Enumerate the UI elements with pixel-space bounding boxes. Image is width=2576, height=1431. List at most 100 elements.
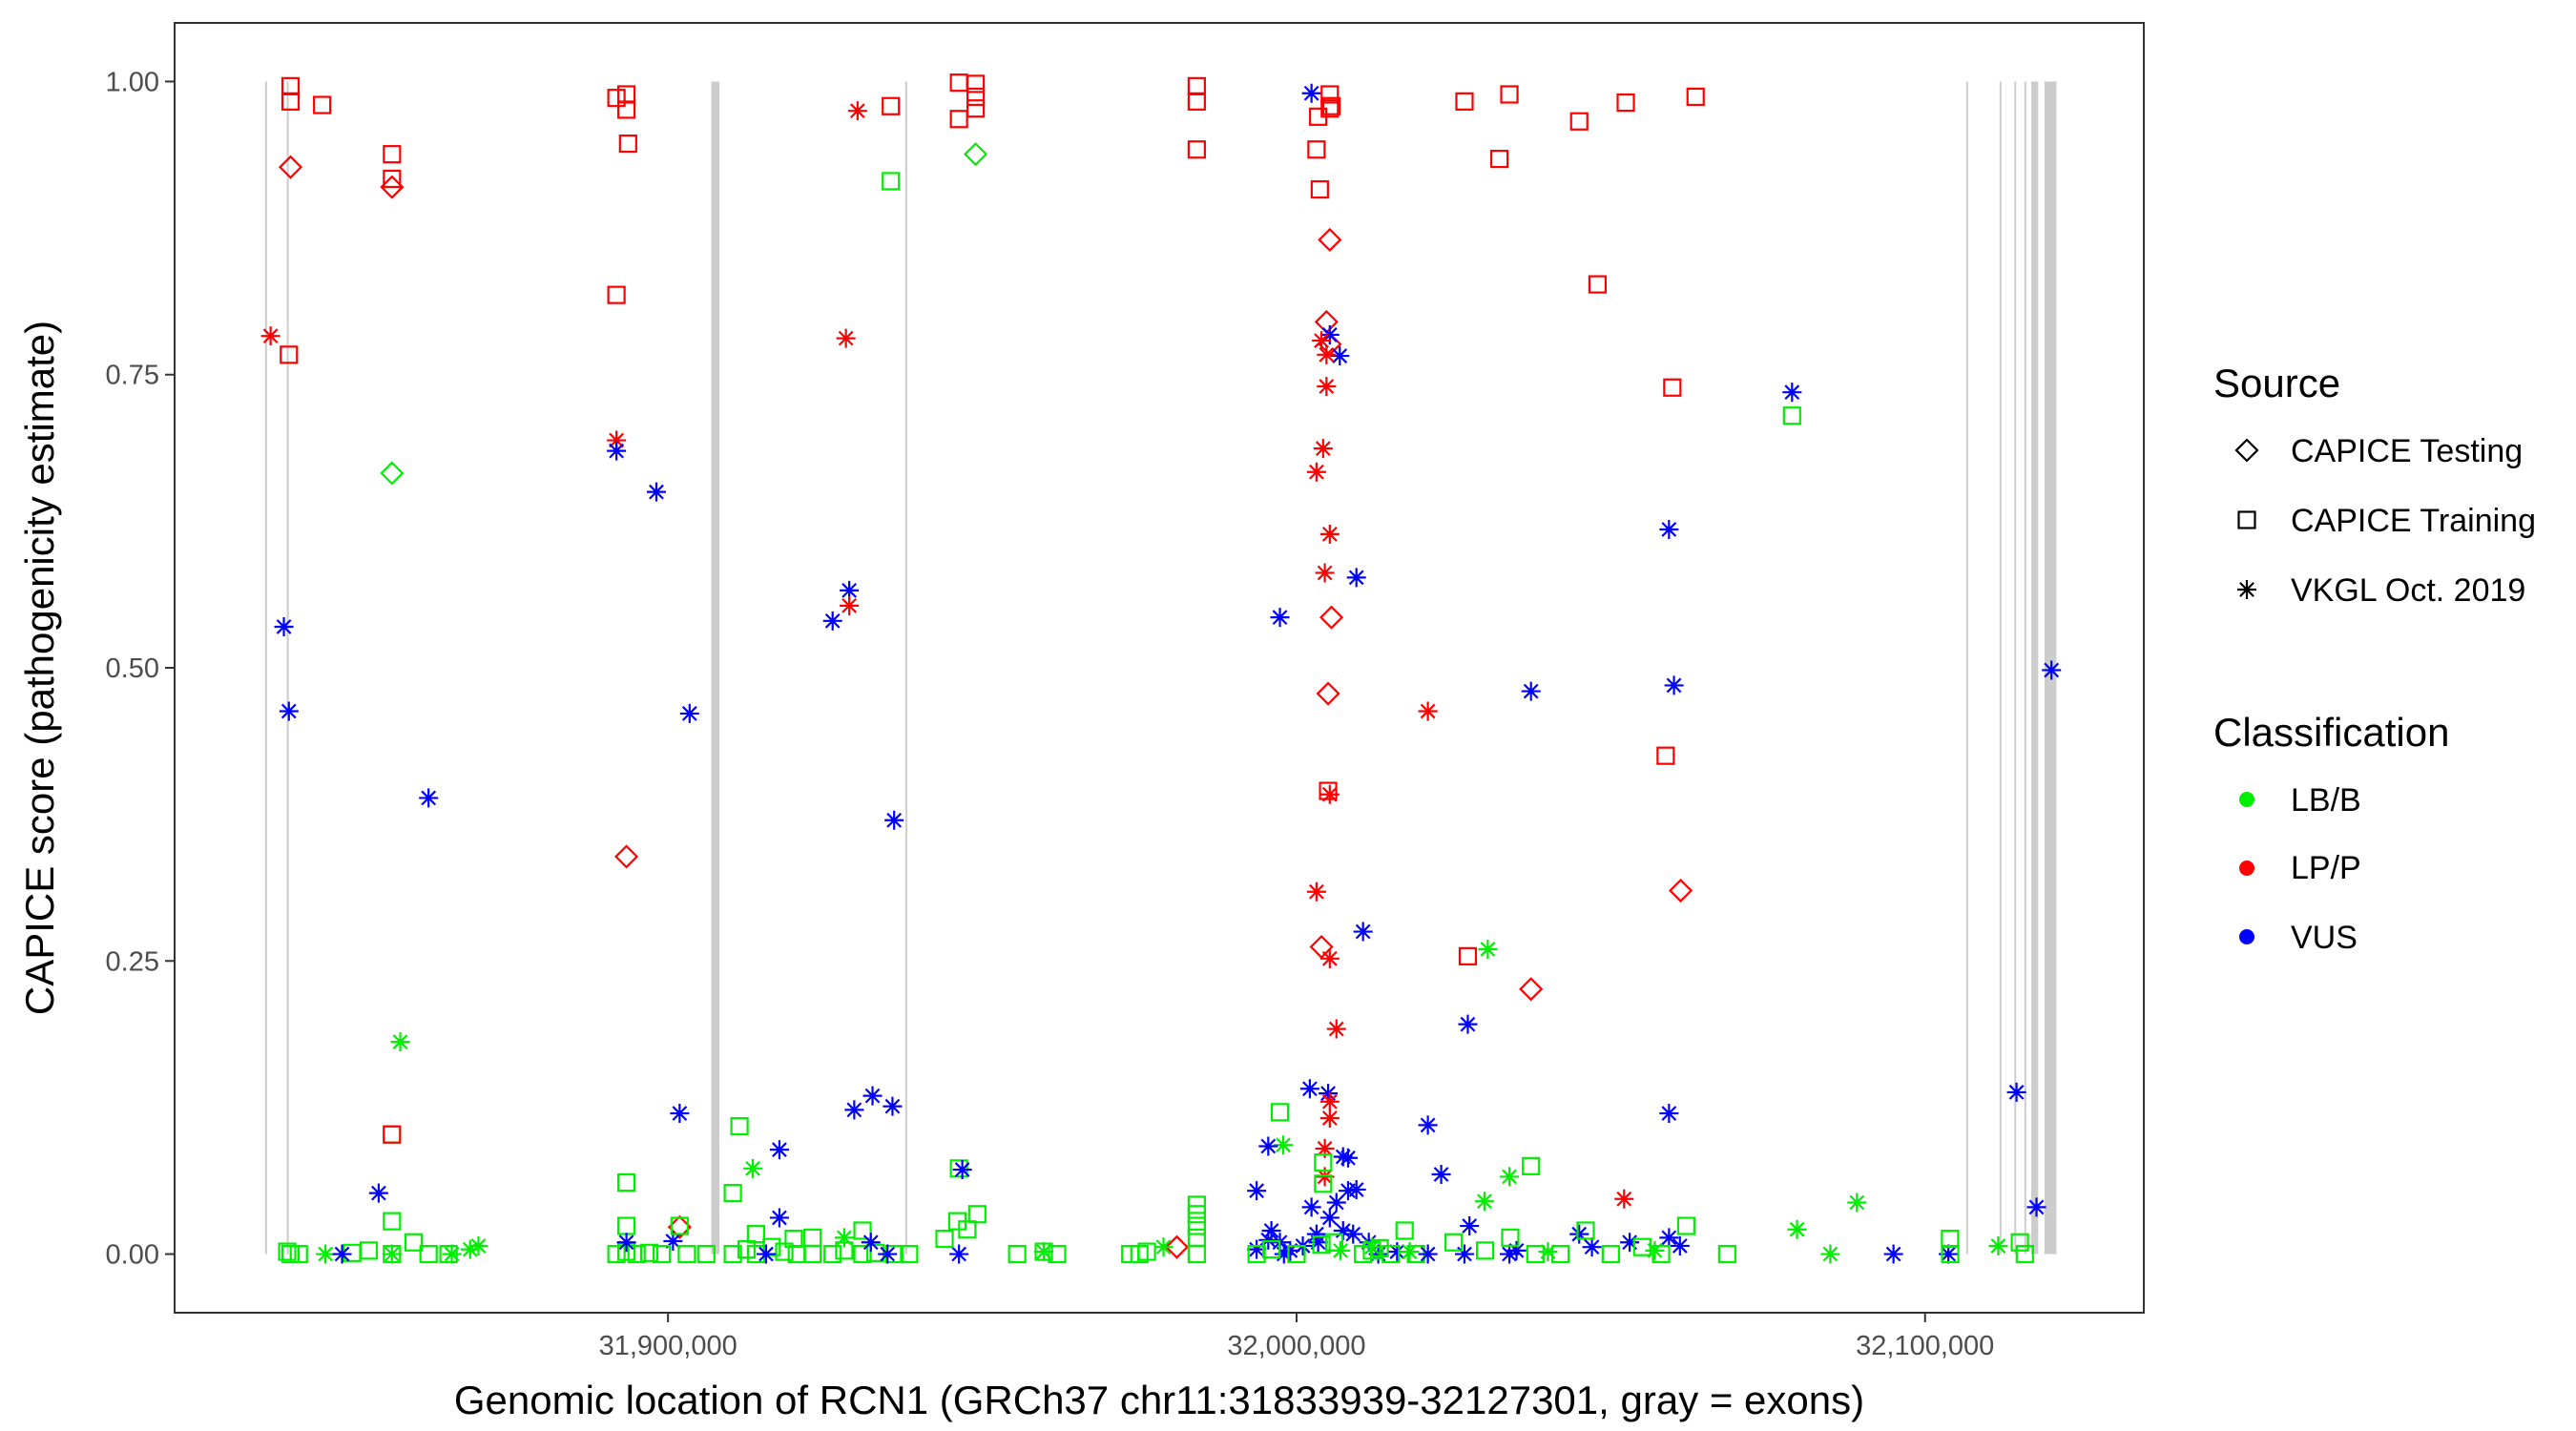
data-point-asterisk	[1258, 1136, 1278, 1156]
legend: Source CAPICE Testing CAPICE Training VK…	[2213, 361, 2536, 956]
data-point-asterisk	[1346, 568, 1366, 588]
data-point-square	[1941, 1244, 1960, 1264]
data-point-asterisk	[769, 1140, 789, 1160]
data-point-asterisk	[663, 1232, 683, 1252]
data-point-square	[784, 1229, 803, 1249]
data-point-square	[1522, 1156, 1541, 1175]
data-point-square	[1569, 112, 1589, 131]
legend-class-vus: VUS	[2291, 920, 2358, 956]
data-point-asterisk	[1319, 1108, 1340, 1128]
data-point-asterisk	[607, 441, 627, 461]
data-point-asterisk	[1319, 1084, 1339, 1104]
data-point-square	[1312, 1235, 1331, 1255]
data-point-square	[607, 285, 626, 304]
data-point-square	[1601, 1244, 1620, 1264]
data-point-square	[1663, 378, 1682, 397]
legend-class-lpp: LP/P	[2291, 850, 2361, 886]
data-point-square	[853, 1221, 872, 1240]
data-point-square	[1588, 275, 1608, 294]
exon-band	[904, 81, 907, 1255]
data-point-asterisk	[616, 1233, 636, 1253]
data-point-asterisk	[1326, 1019, 1346, 1039]
data-point-square	[1656, 746, 1675, 765]
data-point-asterisk	[1338, 1148, 1358, 1168]
data-point-asterisk	[1317, 377, 1337, 397]
data-point-square	[1307, 140, 1326, 159]
data-point-square	[853, 1244, 872, 1264]
data-point-asterisk	[1301, 83, 1321, 103]
data-point-asterisk	[1478, 939, 1498, 959]
data-point-square	[882, 172, 901, 191]
y-tick-label: 1.00	[106, 67, 159, 97]
data-point-asterisk	[274, 616, 294, 636]
data-point-asterisk	[1319, 948, 1340, 968]
legend-source-testing: CAPICE Testing	[2291, 433, 2523, 469]
data-point-square	[1320, 85, 1340, 104]
data-point-asterisk	[1939, 1244, 1959, 1264]
data-point-square	[1187, 1244, 1206, 1264]
data-point-asterisk	[1330, 346, 1350, 366]
data-point-asterisk	[1418, 1115, 1438, 1135]
legend-class-lbb: LB/B	[2291, 782, 2361, 819]
data-point-diamond	[380, 175, 405, 199]
data-point-asterisk	[1312, 331, 1332, 351]
data-point-square	[966, 99, 986, 118]
data-point-asterisk	[1538, 1242, 1558, 1262]
legend-dot-icon	[2239, 929, 2254, 944]
data-point-square	[1187, 140, 1206, 159]
data-point-asterisk	[949, 1244, 969, 1264]
data-point-asterisk	[847, 101, 867, 121]
x-tick-label: 32,100,000	[1856, 1331, 1994, 1361]
data-point-asterisk	[1333, 1147, 1353, 1167]
data-point-square	[1287, 1244, 1306, 1264]
data-point-asterisk	[1582, 1237, 1602, 1257]
data-point-square	[278, 1242, 297, 1261]
data-point-square	[618, 134, 637, 154]
data-point-asterisk	[1308, 1233, 1328, 1253]
data-point-square	[1686, 87, 1705, 107]
exon-band	[286, 81, 289, 1255]
data-point-square	[383, 1125, 402, 1144]
data-point-asterisk	[390, 1032, 410, 1052]
data-point-asterisk	[1460, 1216, 1480, 1236]
data-point-square	[419, 1244, 438, 1264]
data-point-square	[1187, 92, 1206, 111]
data-point-asterisk	[1306, 1224, 1326, 1244]
legend-source-training: CAPICE Training	[2291, 503, 2536, 539]
data-point-square	[313, 95, 332, 114]
data-point-asterisk	[1315, 1167, 1335, 1187]
data-point-square	[1310, 179, 1329, 199]
data-point-square	[1455, 92, 1474, 111]
data-point-asterisk	[1280, 1240, 1300, 1260]
data-point-square	[1475, 1241, 1495, 1260]
data-point-square	[280, 345, 299, 364]
data-point-asterisk	[1500, 1167, 1520, 1187]
data-point-square	[677, 1244, 696, 1264]
data-point-asterisk	[1317, 344, 1337, 364]
data-point-square	[359, 1241, 379, 1260]
data-point-asterisk	[1431, 1164, 1451, 1184]
y-tick-label: 0.75	[106, 361, 159, 391]
data-point-diamond	[1519, 977, 1544, 1002]
data-point-asterisk	[1338, 1181, 1358, 1201]
data-point-asterisk	[1306, 881, 1326, 902]
legend-asterisk-icon	[2237, 580, 2256, 599]
x-tick-label: 31,900,000	[599, 1331, 737, 1361]
data-point-square	[1319, 781, 1338, 800]
data-point-asterisk	[1847, 1192, 1867, 1213]
y-tick-label: 0.50	[106, 653, 159, 684]
data-point-asterisk	[1301, 1197, 1321, 1217]
data-point-asterisk	[1659, 519, 1679, 539]
data-point-asterisk	[260, 326, 280, 346]
data-point-asterisk	[862, 1086, 883, 1106]
data-point-asterisk	[1418, 1244, 1438, 1264]
data-point-square	[1247, 1244, 1266, 1264]
data-point-asterisk	[2042, 660, 2062, 680]
data-point-square	[966, 74, 986, 93]
legend-square-icon	[2237, 510, 2256, 529]
data-point-square	[652, 1244, 672, 1264]
data-point-asterisk	[1664, 675, 1684, 695]
data-point-asterisk	[1883, 1244, 1903, 1264]
data-point-asterisk	[1645, 1240, 1665, 1260]
data-point-asterisk	[878, 1244, 898, 1264]
